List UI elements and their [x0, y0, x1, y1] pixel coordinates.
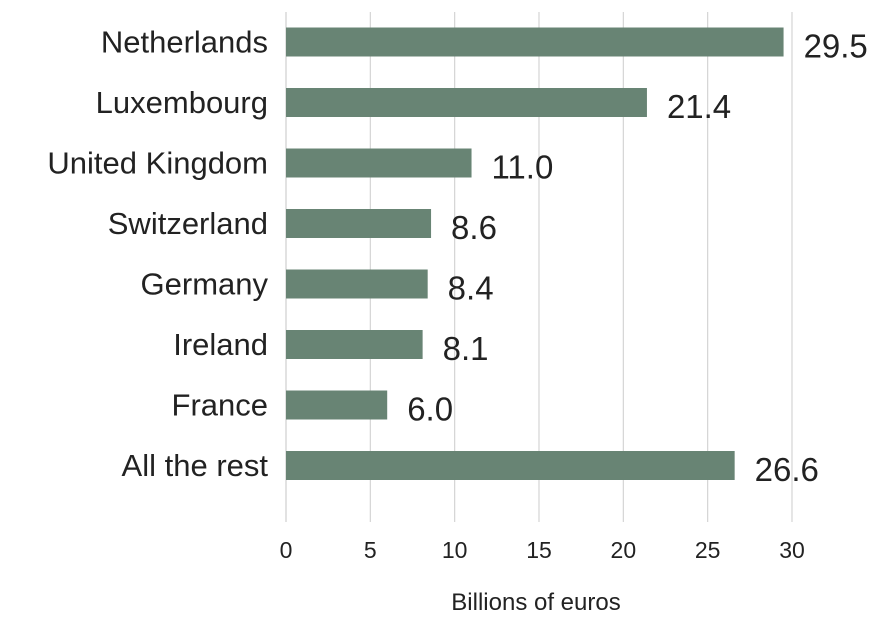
bar [286, 209, 432, 238]
x-tick-label: 5 [364, 537, 377, 563]
x-tick-label: 0 [280, 537, 293, 563]
category-label: France [172, 388, 268, 423]
category-label: Switzerland [108, 206, 268, 241]
value-label: 8.1 [443, 330, 489, 367]
bar [286, 451, 735, 480]
value-label: 26.6 [755, 451, 819, 488]
category-label: Netherlands [101, 25, 268, 60]
value-label: 8.6 [451, 209, 497, 246]
category-label: Ireland [173, 327, 268, 362]
x-tick-label: 20 [611, 537, 637, 563]
value-label: 6.0 [407, 391, 453, 428]
category-label: All the rest [122, 448, 269, 483]
bar [286, 330, 423, 359]
x-tick-label: 25 [695, 537, 721, 563]
category-label: Germany [141, 267, 269, 302]
x-tick-label: 10 [442, 537, 468, 563]
value-labels: 29.5 21.4 11.0 8.6 8.4 8.1 6.0 26.6 [407, 28, 868, 489]
bars [286, 27, 784, 480]
category-label: United Kingdom [47, 146, 268, 181]
category-labels: Netherlands Luxembourg United Kingdom Switz… [47, 25, 268, 484]
category-label: Luxembourg [96, 85, 268, 120]
bar [286, 88, 647, 117]
bar [286, 390, 388, 420]
bar [286, 269, 428, 299]
value-label: 11.0 [492, 149, 554, 186]
value-label: 8.4 [448, 270, 494, 307]
value-label: 21.4 [667, 88, 731, 125]
x-tick-label: 15 [526, 537, 552, 563]
x-axis-ticks: 0 5 10 15 20 25 30 [280, 537, 805, 563]
bar [286, 148, 472, 178]
value-label: 29.5 [804, 28, 868, 65]
bar [286, 27, 784, 57]
x-tick-label: 30 [779, 537, 805, 563]
x-axis-title: Billions of euros [451, 589, 620, 616]
